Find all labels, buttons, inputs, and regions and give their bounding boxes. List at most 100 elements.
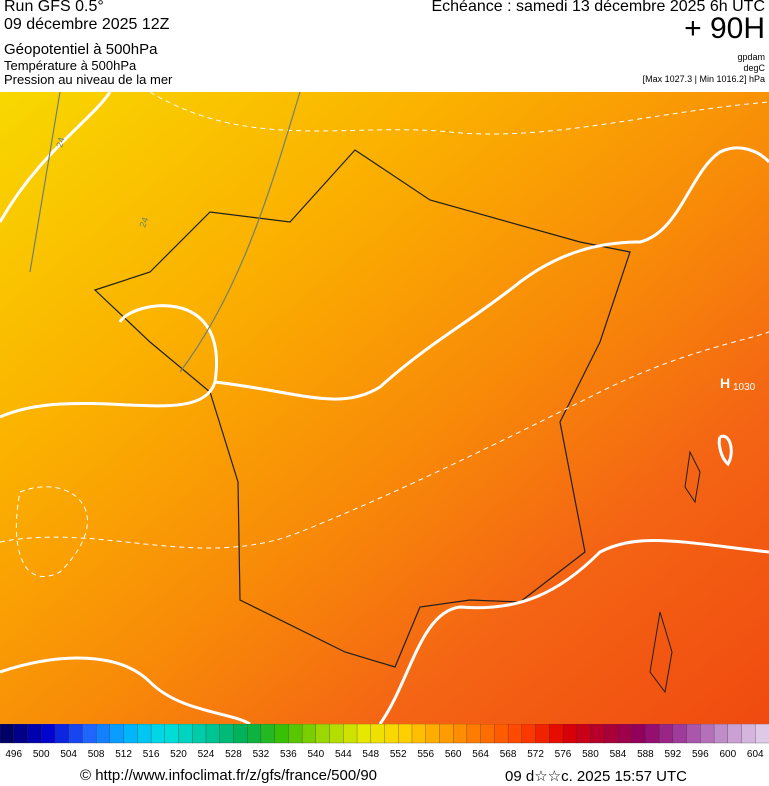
colorbar-label: 600 [719,749,736,760]
colorbar-swatch [219,724,235,744]
colorbar-swatch [301,724,317,744]
colorbar-swatch [54,724,70,744]
colorbar-swatch [686,724,701,744]
colorbar-swatch [672,724,688,744]
colorbar-label: 512 [115,749,132,760]
source-url: © http://www.infoclimat.fr/z/gfs/france/… [80,767,378,784]
colorbar-label: 536 [280,749,297,760]
colorbar-label: 572 [527,749,544,760]
pressure-range: [Max 1027.3 | Min 1016.2] hPa [642,74,765,84]
colorbar-label: 544 [335,749,352,760]
colorbar-label: 592 [665,749,682,760]
colorbar-swatch [576,724,592,744]
colorbar-swatch [507,724,523,744]
colorbar-label: 508 [88,749,105,760]
colorbar-swatch [727,724,743,744]
high-value: 1030 [733,382,756,393]
colorbar-swatch [425,724,441,744]
colorbar-swatch [604,724,619,744]
high-marker: H [720,375,730,391]
contour-label: 24 [54,136,66,148]
colorbar-label: 604 [747,749,764,760]
colorbar-swatch [315,724,331,744]
colorbar-swatch [494,724,509,744]
colorbar-swatch [260,724,276,744]
colorbar-label: 532 [253,749,270,760]
colorbar-swatch [288,724,303,744]
colorbar-label: 556 [417,749,434,760]
colorbar-swatch [453,724,468,744]
coastline [93,149,631,668]
colorbar-swatch [356,724,372,744]
temperature-field [0,92,769,724]
coastline [649,450,701,694]
layer-title: Pression au niveau de la mer [4,72,173,87]
colorbar-label: 580 [582,749,599,760]
colorbar-swatch [68,724,84,744]
colorbar-swatch [95,724,111,744]
colorbar-label: 584 [610,749,627,760]
colorbar-swatch [755,724,769,744]
map: 24 24 H 1030 [0,92,769,724]
colorbar-swatch [480,724,496,744]
colorbar: 496 500 504 508 512 516 520 524 528 532 536 540 544 5… [0,724,769,760]
colorbar-swatch [150,724,166,744]
colorbar-swatch [535,724,550,744]
colorbar-swatch [521,724,537,744]
colorbar-swatch [398,724,413,744]
layer-title: Géopotentiel à 500hPa [4,41,158,58]
colorbar-swatch [247,724,262,744]
unit-label: gpdam [737,52,765,62]
colorbar-swatch [329,724,344,744]
colorbar-swatch [192,724,207,744]
colorbar-swatch [41,724,56,744]
colorbar-label: 568 [500,749,517,760]
forecast-horizon: + 90H [684,12,765,45]
colorbar-swatch [411,724,427,744]
colorbar-swatch [13,724,29,744]
colorbar-label: 520 [170,749,187,760]
colorbar-swatch [466,724,482,744]
colorbar-label: 528 [225,749,242,760]
colorbar-swatch [631,724,647,744]
colorbar-swatch [439,724,454,744]
colorbar-swatch [123,724,138,744]
colorbar-label: 500 [33,749,50,760]
colorbar-swatch [233,724,248,744]
colorbar-swatch [137,724,152,744]
colorbar-label: 564 [472,749,489,760]
colorbar-swatch [109,724,125,744]
colorbar-swatch [645,724,660,744]
run-date: 09 décembre 2025 12Z [4,16,170,33]
colorbar-swatch [274,724,290,744]
timestamp: 09 d☆☆c. 2025 15:57 UTC [505,768,687,785]
forecast-time: Echéance : samedi 13 décembre 2025 6h UT… [431,0,765,15]
colorbar-swatch [343,724,358,744]
colorbar-label: 552 [390,749,407,760]
colorbar-label: 548 [362,749,379,760]
colorbar-label: 496 [5,749,22,760]
layer-title: Température à 500hPa [4,58,137,73]
colorbar-label: 596 [692,749,709,760]
colorbar-swatch [549,724,564,744]
colorbar-label: 576 [555,749,572,760]
colorbar-swatch [384,724,399,744]
colorbar-swatch [178,724,193,744]
isobar [29,92,301,373]
colorbar-swatch [700,724,715,744]
colorbar-label: 504 [60,749,77,760]
colorbar-label: 516 [143,749,160,760]
colorbar-label: 588 [637,749,654,760]
isohypse [0,92,769,724]
colorbar-label: 560 [445,749,462,760]
colorbar-swatch [658,724,674,744]
contour-label: 24 [137,216,150,229]
colorbar-swatch [741,724,756,744]
colorbar-swatch [205,724,221,744]
colorbar-swatch [590,724,605,744]
colorbar-swatch [0,724,15,744]
isotherm [0,92,769,578]
colorbar-label: 524 [198,749,215,760]
unit-label: degC [743,63,765,73]
